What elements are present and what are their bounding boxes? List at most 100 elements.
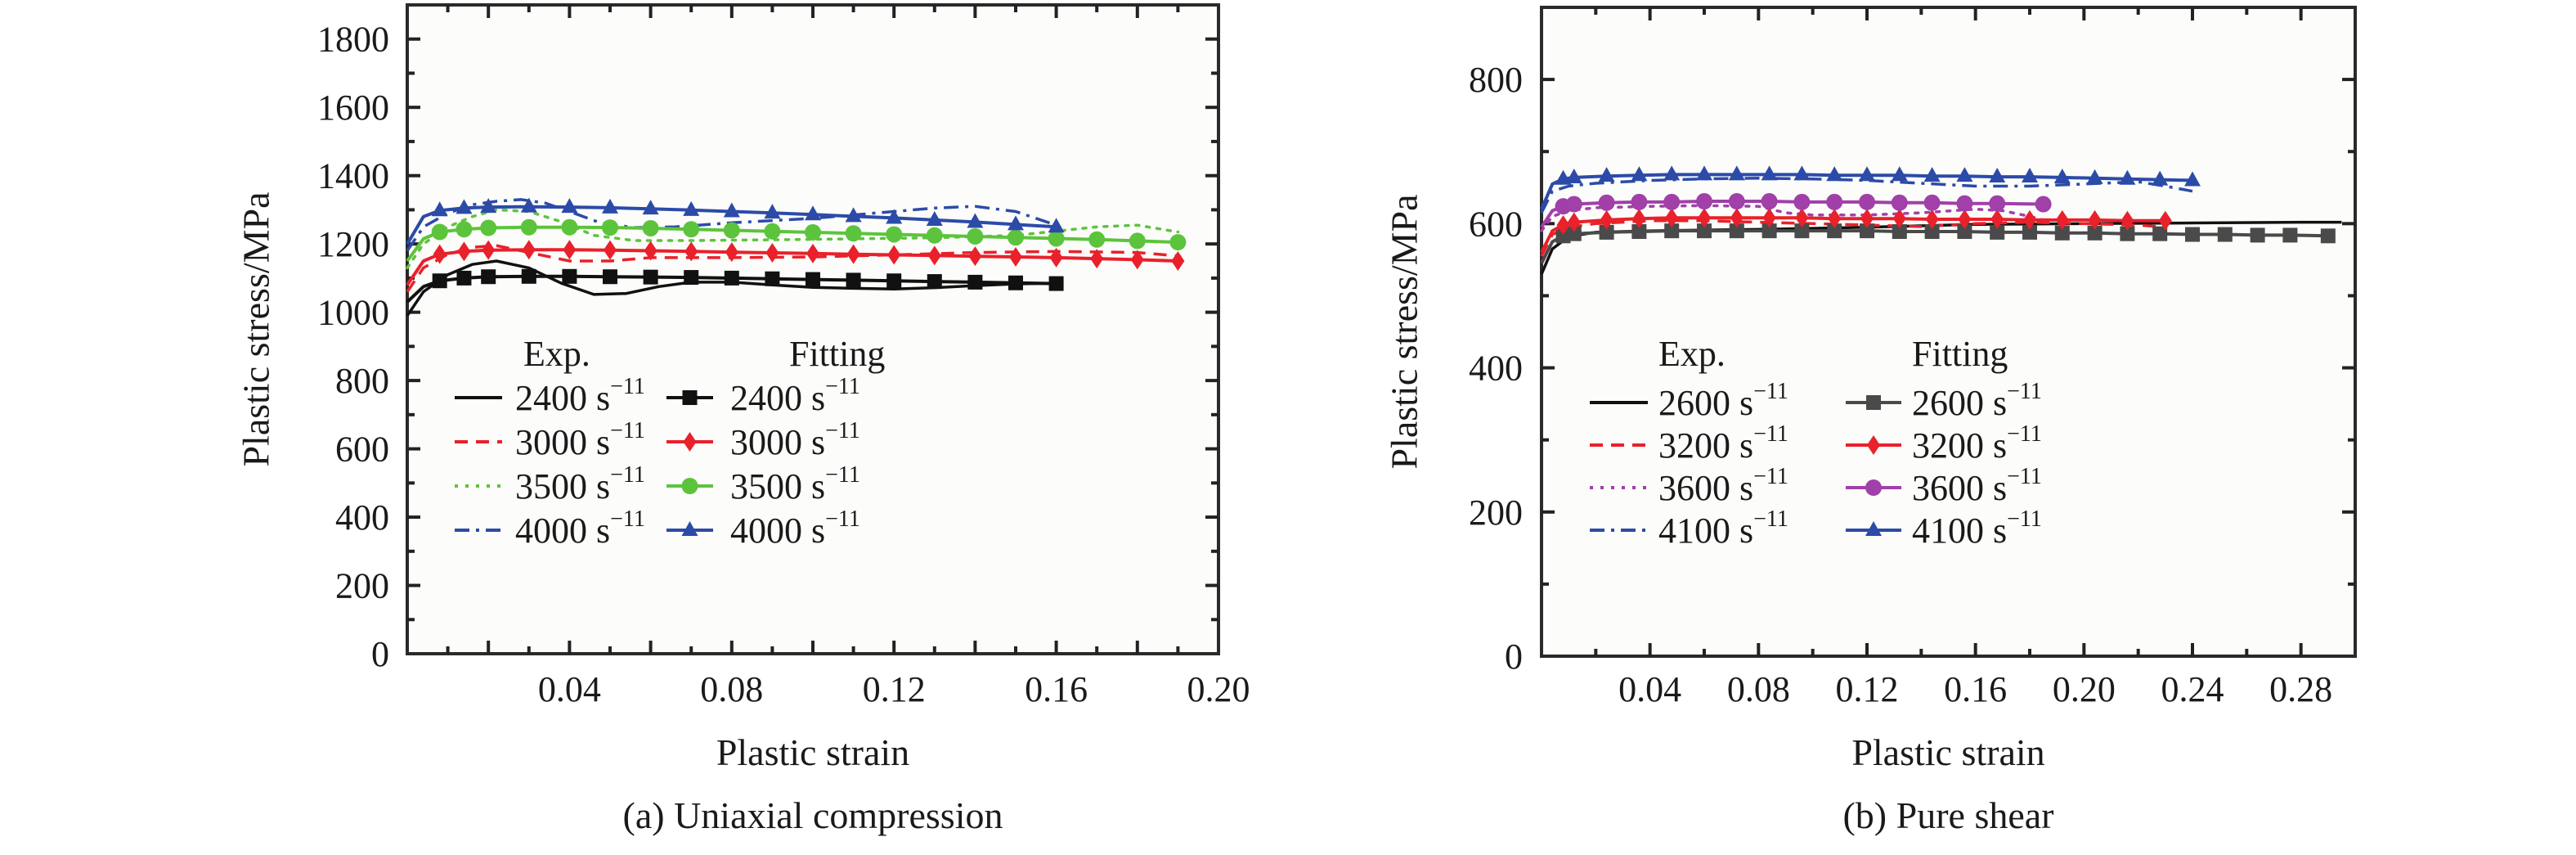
data-point-3000 [725,242,738,263]
x-tick-label: 0.12 [1836,669,1899,709]
data-point-4100 [1923,167,1941,182]
x-axis-ticks [1594,7,2303,656]
data-point-3000 [604,240,617,260]
x-tick-label: 0.08 [1727,669,1790,709]
x-tick-label: 0.24 [2161,669,2224,709]
legend-header-exp: Exp. [523,334,590,374]
y-tick-label: 600 [1469,204,1523,244]
data-point-3200 [1795,208,1809,228]
data-point-3200 [1730,208,1744,228]
data-point-3600 [1696,193,1712,210]
data-point-4100 [1859,166,1875,182]
y-axis-label: Plastic stress/MPa [236,191,277,466]
legend-entry-exp-4000: 4000 s−11 [455,506,645,551]
data-point-3200 [1762,208,1776,228]
data-point-3000 [563,240,577,260]
data-point-3600 [1826,193,1843,210]
data-point-4000 [480,198,497,214]
data-point-4000 [642,200,659,215]
legend-label-exponent: −11 [1753,379,1788,404]
data-point-4000 [602,198,618,214]
data-point-4000 [926,210,943,226]
legend-header-fitting: Fitting [1912,334,2008,374]
legend-label: 3000 s−11 [730,418,860,462]
data-point-4000 [764,204,781,219]
data-point-3000 [765,243,779,263]
y-tick-label: 800 [1469,60,1523,100]
y-tick-label: 1000 [317,293,389,333]
y-tick-label: 1600 [317,88,389,128]
y-axis-label: Plastic stress/MPa [1384,194,1425,469]
data-point-3500 [764,223,781,240]
legend-label-exponent: −11 [2007,421,2042,447]
data-point-2600 [1827,223,1842,239]
y-tick-label: 600 [335,430,389,470]
data-point-2400 [967,274,983,290]
data-point-3600 [1793,193,1811,210]
data-point-3000 [684,241,698,262]
legend-label-exponent: −11 [610,506,645,532]
legend-marker [1866,395,1881,410]
data-point-4100 [1956,167,1973,182]
data-point-3000 [927,245,941,266]
legend-label-exponent: −11 [825,374,860,399]
data-point-4100 [1989,168,2006,183]
x-tick-label: 0.04 [538,669,601,709]
data-point-4000 [520,197,537,213]
data-point-3000 [1049,247,1063,268]
data-point-4100 [1598,167,1615,182]
data-point-4100 [1565,168,1582,183]
data-point-2600 [2087,225,2103,241]
x-axis-label: Plastic strain [1851,731,2044,773]
data-point-3500 [602,219,618,236]
data-point-2400 [521,268,536,284]
x-tick-label: 0.12 [863,669,926,709]
data-point-2600 [1860,223,1874,239]
data-point-3600 [1761,193,1778,210]
data-point-4100 [1663,165,1681,181]
data-point-3200 [2088,209,2102,230]
data-point-3200 [2055,209,2069,230]
legend-marker [682,390,698,405]
data-point-2600 [1631,224,1647,240]
data-point-2600 [2022,224,2037,240]
data-point-3500 [480,219,497,236]
data-point-3200 [1860,209,1874,229]
y-tick-label: 200 [1469,493,1523,533]
data-point-4000 [561,198,578,214]
legend-label-exponent: −11 [825,462,860,488]
data-point-2600 [1957,224,1972,240]
data-point-3500 [1008,229,1024,246]
data-point-4000 [683,200,700,216]
data-point-2600 [2217,227,2233,242]
y-tick-label: 200 [335,566,389,606]
legend-label: 4000 s−11 [515,506,645,551]
data-point-3200 [2023,209,2036,230]
data-point-4000 [1048,218,1065,233]
data-point-4100 [1631,166,1648,182]
x-axis-label: Plastic strain [716,731,909,773]
x-tick-label: 0.20 [2053,669,2116,709]
legend-marker [681,478,698,494]
data-point-4000 [431,201,448,217]
data-point-2600 [1924,224,1940,240]
data-point-2400 [562,268,577,284]
data-point-2600 [1566,226,1582,241]
data-point-2400 [603,269,617,285]
legend-label-exponent: −11 [825,418,860,443]
x-tick-label: 0.04 [1618,669,1681,709]
data-point-3500 [1169,234,1187,251]
data-point-2400 [481,269,496,285]
data-point-3200 [1665,208,1679,228]
data-point-2400 [806,272,820,287]
data-point-3500 [845,225,862,242]
data-point-3600 [1565,196,1582,213]
data-point-3200 [2158,210,2172,231]
legend-marker [1865,521,1882,536]
data-point-2600 [1794,223,1810,239]
data-point-2400 [456,270,472,286]
data-point-3500 [926,227,943,244]
legend-label-exponent: −11 [2007,464,2042,489]
data-point-2400 [684,270,699,286]
